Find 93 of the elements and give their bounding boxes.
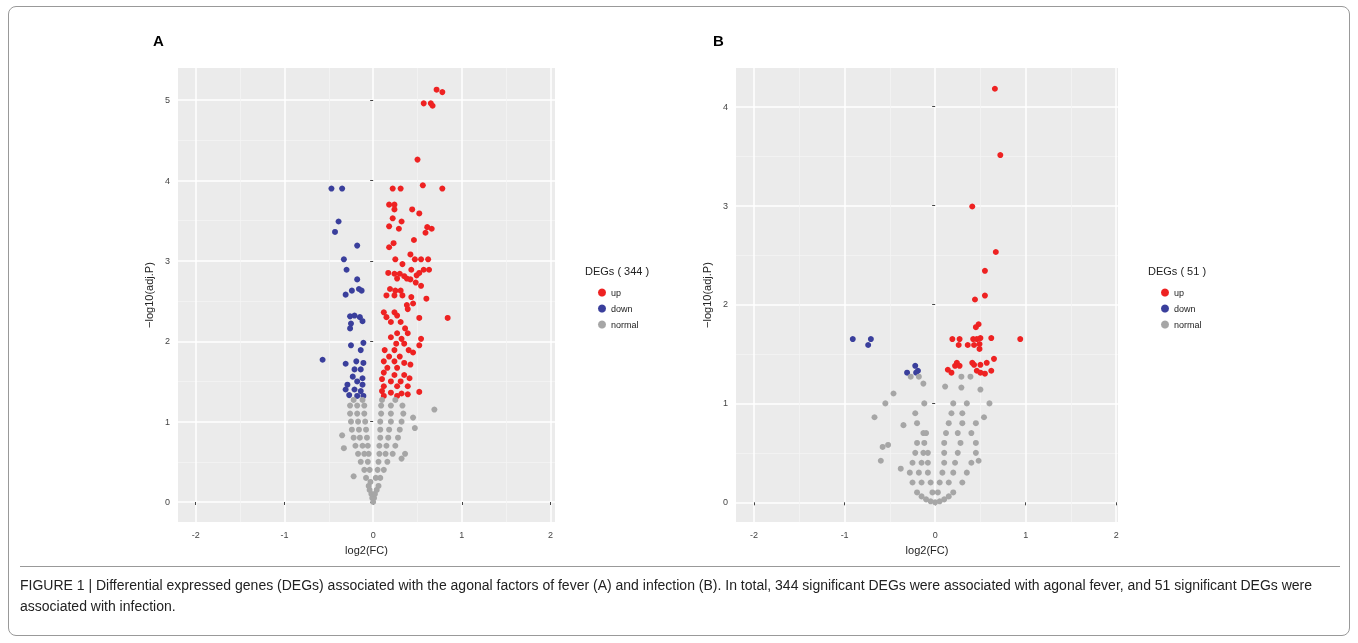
point (988, 367, 995, 374)
x-tick-label: -2 (750, 529, 759, 540)
chart-title: A (153, 32, 164, 49)
point (328, 185, 335, 192)
point (353, 358, 360, 365)
point (981, 370, 988, 377)
point (357, 347, 364, 354)
y-tick-label: 0 (164, 497, 170, 508)
point (356, 314, 363, 321)
legend-label: up (1174, 287, 1185, 298)
point (354, 378, 361, 385)
caption: FIGURE 1 | Differential expressed genes (DEGs) associated with the agonal factors of fever (A) and infection (B). In total, 344 significant DEGs were associated with agonal fever, and 51 significant DEGs were associated with infection. (20, 566, 1340, 617)
point (346, 392, 353, 399)
point (971, 342, 978, 349)
point (351, 386, 358, 393)
point (976, 345, 983, 352)
point (981, 267, 988, 274)
point (981, 292, 988, 299)
legend-label: normal (611, 319, 639, 330)
y-tick-label: 2 (722, 299, 728, 310)
point (335, 218, 342, 225)
legend-label: down (1174, 303, 1196, 314)
x-tick-label: -1 (280, 529, 289, 540)
legend-label: down (611, 303, 633, 314)
y-tick-label: 1 (722, 398, 728, 409)
x-tick-label: 0 (370, 529, 376, 540)
point (342, 386, 349, 393)
point (349, 373, 356, 380)
point (956, 336, 963, 343)
point (849, 336, 856, 343)
point (865, 342, 872, 349)
y-tick-label: 3 (164, 255, 170, 266)
point (955, 342, 962, 349)
point (342, 291, 349, 298)
point (912, 362, 919, 369)
point (991, 85, 998, 92)
point (904, 369, 911, 376)
point (359, 375, 366, 382)
x-axis-title: log2(FC) (905, 543, 949, 556)
legend-title: DEGs ( 51 ) (1148, 264, 1207, 277)
x-tick-label: 1 (459, 529, 465, 540)
point (354, 242, 361, 249)
point (964, 342, 971, 349)
point (990, 355, 997, 362)
point (347, 342, 354, 349)
x-tick-label: 2 (1113, 529, 1119, 540)
x-tick-label: 1 (1023, 529, 1029, 540)
point (948, 369, 955, 376)
point (340, 256, 347, 263)
point (354, 276, 361, 283)
x-tick-label: -1 (840, 529, 849, 540)
y-tick-label: 1 (164, 416, 170, 427)
point (348, 287, 355, 294)
point (977, 361, 984, 368)
point (347, 325, 354, 332)
legend-title: DEGs ( 344 ) (585, 264, 650, 277)
point (343, 266, 350, 273)
point (949, 336, 956, 343)
point (357, 388, 364, 395)
point (969, 203, 976, 210)
y-tick-label: 3 (722, 200, 728, 211)
point (351, 312, 358, 319)
point (992, 249, 999, 256)
point (342, 360, 349, 367)
point (1017, 336, 1024, 343)
y-axis-title: −log10(adj.P) (142, 262, 155, 328)
y-tick-label: 0 (722, 497, 728, 508)
point (332, 228, 339, 235)
point (339, 185, 346, 192)
point (319, 356, 326, 363)
y-tick-label: 2 (164, 336, 170, 347)
x-axis-title: log2(FC) (345, 543, 388, 556)
point (359, 318, 366, 325)
legend-label: up (611, 287, 622, 298)
chart-title: B (713, 32, 724, 49)
y-tick-label: 5 (164, 95, 170, 106)
point (983, 359, 990, 366)
x-tick-label: 0 (932, 529, 938, 540)
point (360, 359, 367, 366)
point (997, 152, 1004, 159)
x-tick-label: -2 (191, 529, 200, 540)
point (977, 335, 984, 342)
x-tick-label: 2 (548, 529, 554, 540)
y-tick-label: 4 (722, 101, 728, 112)
point (354, 392, 361, 399)
point (360, 339, 367, 346)
point (988, 335, 995, 342)
point (867, 336, 874, 343)
y-axis-title: −log10(adj.P) (700, 262, 713, 328)
point (971, 296, 978, 303)
legend-label: normal (1174, 319, 1202, 330)
y-tick-label: 4 (164, 175, 170, 186)
point (357, 366, 364, 373)
